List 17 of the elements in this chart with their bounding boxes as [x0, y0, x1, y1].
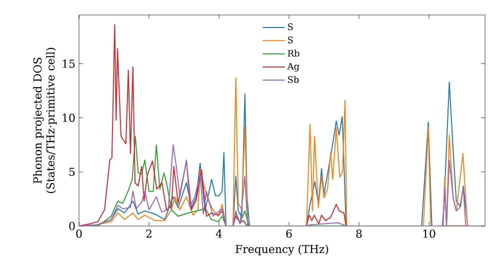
x-tick-label: 0	[76, 230, 82, 238]
legend-label: S	[288, 23, 293, 30]
x-tick-label: 10	[423, 230, 436, 238]
x-tick-label: 8	[356, 230, 362, 238]
y-axis-title: Phonon projected DOS (States/THz·primitive cell)	[33, 48, 57, 194]
legend-label: Sb	[288, 76, 299, 83]
x-axis-title: Frequency (THz)	[236, 244, 328, 256]
x-tick-label: 6	[286, 230, 292, 238]
x-tick-label: 2	[146, 230, 152, 238]
y-tick-label: 10	[62, 114, 75, 122]
legend-label: Ag	[287, 62, 300, 72]
x-tick-label: 4	[216, 230, 222, 238]
y-tick-label: 0	[69, 222, 75, 230]
legend-label: S	[288, 36, 293, 44]
y-tick-label: 15	[62, 60, 75, 68]
legend-label: Rb	[288, 50, 300, 57]
y-tick-label: 5	[69, 168, 75, 176]
